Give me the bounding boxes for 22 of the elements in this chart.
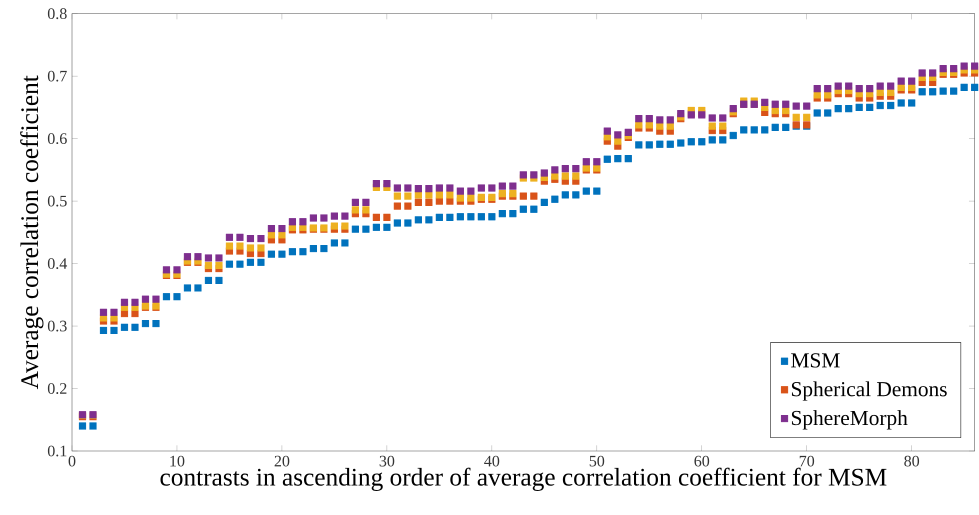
x-tick-label: 80 [904,456,920,466]
x-tick-label: 70 [800,456,814,466]
y-tick-label: 0.5 [48,196,67,207]
legend-label: SphereMorph [792,410,908,430]
x-tick-label: 10 [170,456,184,466]
y-tick-label: 0.3 [48,320,67,332]
y-tick-label: 0.1 [48,446,66,456]
y-tick-label: 0.2 [48,383,66,394]
y-tick-label: 0.6 [48,133,67,144]
x-tick-label: 20 [274,456,290,466]
x-tick-label: 30 [380,456,394,466]
y-tick-label: 0.4 [48,258,68,270]
legend-label: Spherical Demons [792,381,947,401]
x-tick-label: 0 [68,456,76,466]
x-tick-label: 50 [590,456,604,466]
x-tick-label: 60 [694,456,710,466]
y-tick-label: 0.8 [48,8,67,20]
y-axis-title: Average correlation coefficient [20,75,44,390]
legend-label: MSM [791,353,840,368]
x-tick-label: 40 [484,456,500,466]
y-tick-label: 0.7 [48,70,67,82]
x-axis-title: contrasts in ascending order of average correlation coefficient for MSM [160,468,886,491]
